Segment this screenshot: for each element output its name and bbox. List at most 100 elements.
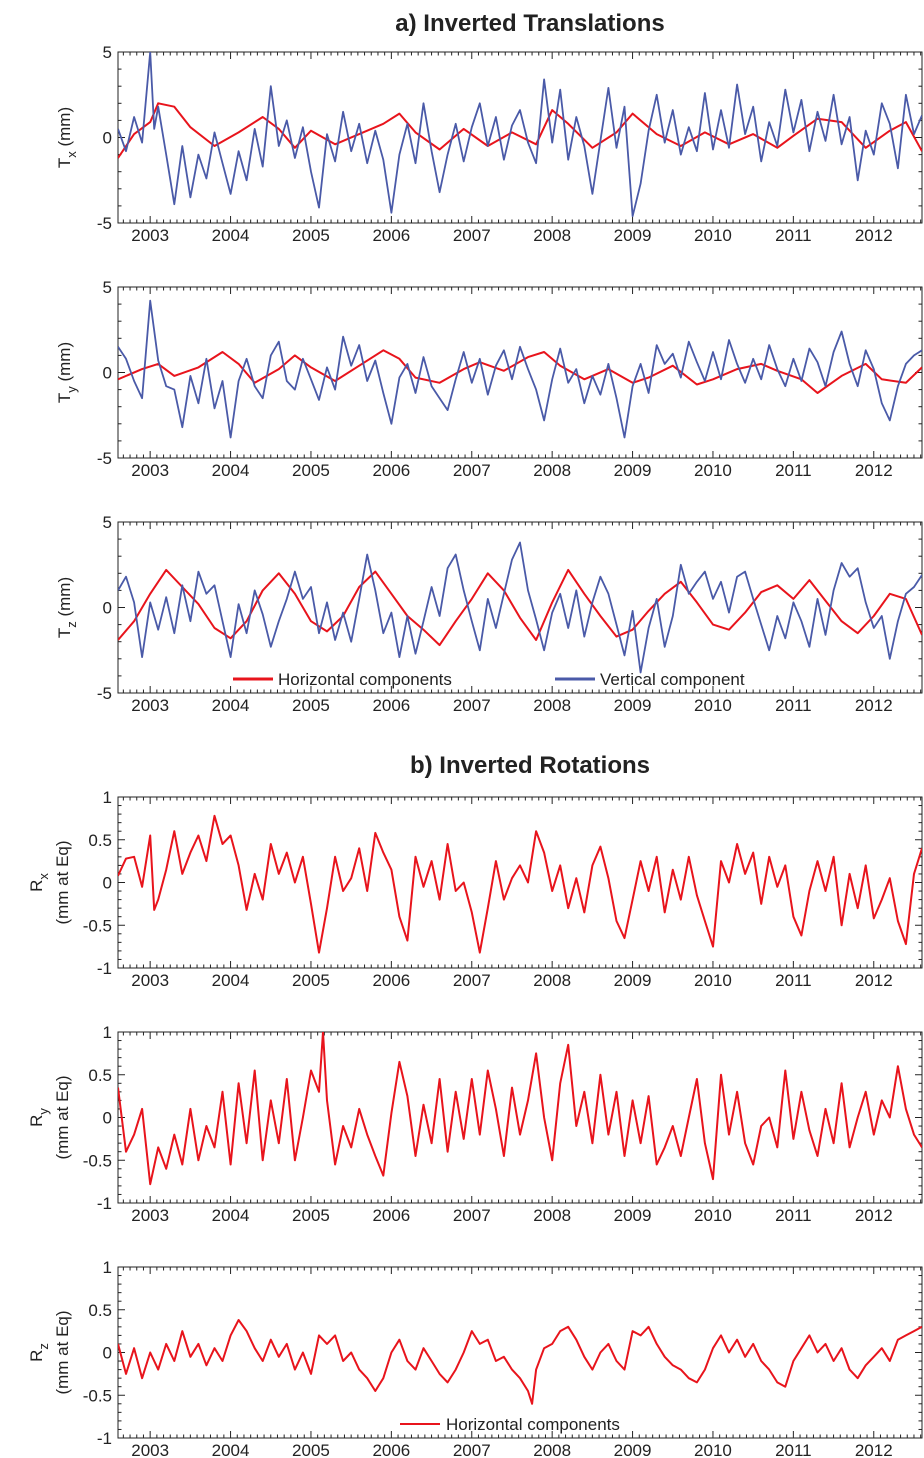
chart-rz: 2003 2004 2005 2006 2007 2008 2009 2010 2011 2012…	[27, 1258, 923, 1458]
x-tick-label: 2011	[775, 971, 812, 990]
series-line-horizontal	[118, 568, 922, 647]
x-tick-label: 2006	[372, 226, 410, 245]
x-tick-label: 2005	[292, 461, 330, 480]
chart-panel-rz: 2003 2004 2005 2006 2007 2008 2009 2010 2011 2012…	[0, 1255, 924, 1458]
y-tick-label: -0.5	[83, 1151, 112, 1170]
x-tick-label: 2003	[131, 226, 169, 245]
x-tick-label: 2004	[212, 1206, 250, 1225]
x-tick-label: 2005	[292, 1206, 330, 1225]
x-tick-label: 2009	[614, 1206, 652, 1225]
x-tick-label: 2006	[372, 461, 410, 480]
x-tick-label: 2004	[212, 1441, 250, 1458]
x-tick-label: 2007	[453, 696, 491, 715]
x-tick-label: 2008	[533, 226, 571, 245]
rotations-title: b) Inverted Rotations	[409, 752, 650, 779]
series-line-horizontal	[118, 1319, 922, 1405]
x-tick-label: 2008	[533, 971, 571, 990]
x-tick-label: 2003	[131, 971, 169, 990]
x-tick-label: 2011	[775, 461, 812, 480]
y-tick-label: -1	[97, 959, 112, 978]
series-line-vertical	[118, 541, 922, 674]
x-tick-label: 2010	[694, 1206, 732, 1225]
x-tick-label: 2009	[614, 696, 652, 715]
x-tick-label: 2005	[292, 1441, 330, 1458]
series-line-vertical	[118, 52, 922, 218]
y-tick-label: 0	[103, 1344, 112, 1363]
plot-frame	[117, 1031, 923, 1204]
y-tick-label: 0	[103, 364, 112, 383]
translations-title: a) Inverted Translations	[395, 10, 665, 37]
x-tick-label: 2010	[694, 696, 732, 715]
x-tick-label: 2010	[694, 971, 732, 990]
x-tick-label: 2012	[855, 226, 893, 245]
y-tick-label: -5	[97, 214, 112, 233]
x-tick-label: 2008	[533, 1441, 571, 1458]
x-tick-label: 2004	[212, 971, 250, 990]
x-tick-label: 2010	[694, 1441, 732, 1458]
x-tick-label: 2008	[533, 696, 571, 715]
x-tick-label: 2003	[131, 1441, 169, 1458]
x-tick-label: 2012	[855, 1206, 893, 1225]
y-tick-label: 1	[103, 1023, 112, 1042]
y-axis-label: Rx	[27, 873, 51, 892]
chart-panel-ty: 2003 2004 2005 2006 2007 2008 2009 2010 2011 2012…	[0, 275, 924, 480]
y-axis-label: Rz	[27, 1343, 51, 1362]
y-axis-label: Ry	[27, 1108, 51, 1127]
y-axis-label: Ty (mm)	[55, 342, 79, 403]
y-axis-unit: (mm at Eq)	[53, 1075, 72, 1159]
y-tick-label: 0.5	[88, 1066, 112, 1085]
y-tick-label: -0.5	[83, 1386, 112, 1405]
y-axis-unit: (mm at Eq)	[53, 1310, 72, 1394]
plot-frame	[117, 286, 923, 459]
series-line-horizontal	[118, 1032, 922, 1186]
y-tick-label: 0	[103, 1109, 112, 1128]
x-tick-label: 2007	[453, 971, 491, 990]
y-tick-label: 0	[103, 874, 112, 893]
chart-ty: 2003 2004 2005 2006 2007 2008 2009 2010 2011 2012…	[55, 278, 923, 480]
x-tick-label: 2009	[614, 971, 652, 990]
x-tick-label: 2005	[292, 971, 330, 990]
x-tick-label: 2012	[855, 971, 893, 990]
plot-frame	[117, 1266, 923, 1439]
x-tick-label: 2007	[453, 1206, 491, 1225]
x-tick-label: 2003	[131, 696, 169, 715]
y-axis-label: Tx (mm)	[55, 107, 79, 168]
y-tick-label: 0	[103, 599, 112, 618]
chart-rx: 2003 2004 2005 2006 2007 2008 2009 2010 2011 2012…	[27, 788, 923, 990]
x-tick-label: 2003	[131, 1206, 169, 1225]
y-tick-label: 0	[103, 129, 112, 148]
x-tick-label: 2006	[372, 971, 410, 990]
x-tick-label: 2010	[694, 461, 732, 480]
series-line-horizontal	[118, 814, 922, 954]
chart-panel-rx: 2003 2004 2005 2006 2007 2008 2009 2010 2011 2012…	[0, 785, 924, 990]
x-tick-label: 2006	[372, 1206, 410, 1225]
x-tick-label: 2004	[212, 696, 250, 715]
y-tick-label: -5	[97, 684, 112, 703]
y-tick-label: 0.5	[88, 831, 112, 850]
y-tick-label: -1	[97, 1194, 112, 1213]
legend-label-vertical: Vertical component	[600, 670, 745, 689]
x-tick-label: 2011	[775, 226, 812, 245]
x-tick-label: 2011	[775, 1441, 812, 1458]
x-tick-label: 2011	[775, 696, 812, 715]
x-tick-label: 2006	[372, 696, 410, 715]
y-axis-unit: (mm at Eq)	[53, 840, 72, 924]
y-axis-label: Tz (mm)	[55, 577, 79, 638]
y-tick-label: 5	[103, 43, 112, 62]
y-tick-label: 1	[103, 788, 112, 807]
x-tick-label: 2004	[212, 226, 250, 245]
x-tick-label: 2011	[775, 1206, 812, 1225]
chart-panel-tz: 2003 2004 2005 2006 2007 2008 2009 2010 2011 2012…	[0, 510, 924, 715]
plot-frame	[117, 51, 923, 224]
x-tick-label: 2007	[453, 226, 491, 245]
x-tick-label: 2003	[131, 461, 169, 480]
legend-label-horizontal: Horizontal components	[446, 1415, 620, 1434]
x-tick-label: 2012	[855, 461, 893, 480]
x-tick-label: 2008	[533, 461, 571, 480]
series-line-vertical	[118, 299, 922, 439]
x-tick-label: 2006	[372, 1441, 410, 1458]
chart-tx: 2003 2004 2005 2006 2007 2008 2009 2010 2011 2012…	[55, 43, 923, 245]
x-tick-label: 2010	[694, 226, 732, 245]
x-tick-label: 2004	[212, 461, 250, 480]
x-tick-label: 2005	[292, 226, 330, 245]
